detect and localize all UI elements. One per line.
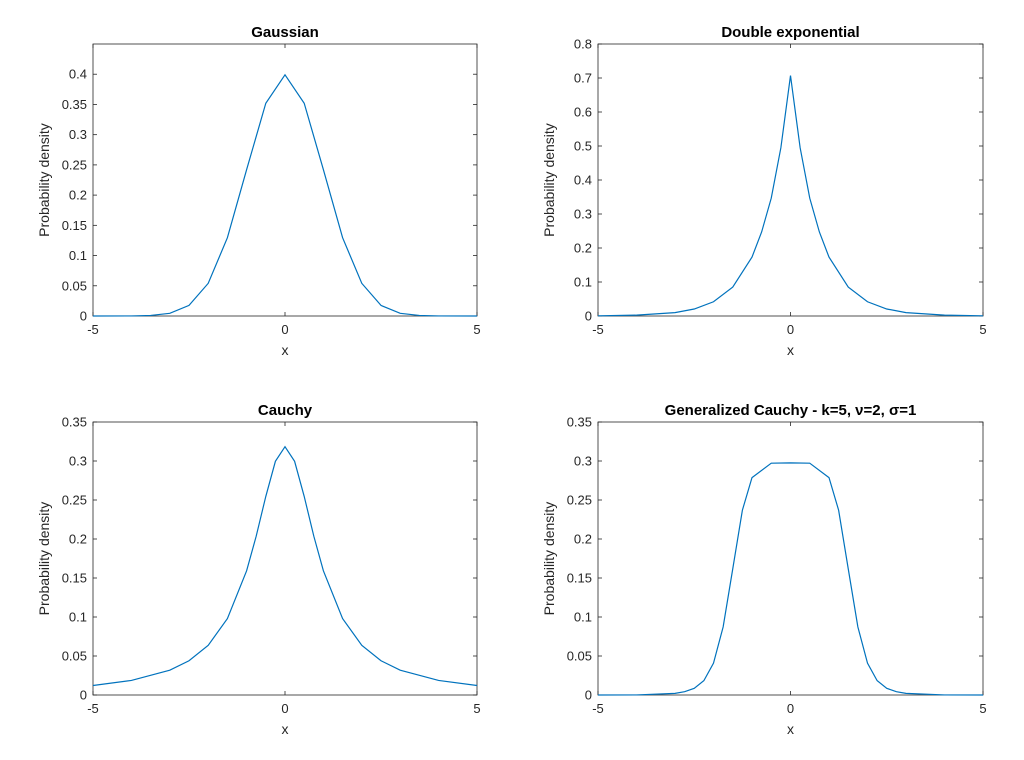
- subplot-4: 00.050.10.150.20.250.30.35-5 0 5Generalize…: [541, 402, 987, 737]
- x-tick-label: 5: [473, 701, 480, 716]
- y-tick-label: 0.3: [69, 454, 87, 469]
- axes-frame: [92, 43, 478, 317]
- x-axis-label: x: [282, 342, 289, 358]
- x-tick-label: -5: [87, 322, 99, 337]
- series-line: [92, 73, 478, 317]
- y-axis-label: Probability density: [36, 502, 52, 616]
- x-tick-label: -5: [592, 322, 604, 337]
- y-tick-label: 0.35: [62, 97, 87, 112]
- y-tick-label: 0.05: [62, 649, 87, 664]
- axes-frame: [92, 421, 478, 696]
- x-tick-label: 0: [787, 701, 794, 716]
- x-axis-label: x: [787, 342, 794, 358]
- y-tick-label: 0.3: [574, 207, 592, 222]
- y-tick-label: 0.7: [574, 71, 592, 86]
- chart-title: Generalized Cauchy - k=5, ν=2, σ=1: [665, 402, 917, 419]
- y-tick-label: 0.5: [574, 139, 592, 154]
- x-axis-label: x: [282, 721, 289, 737]
- x-axis-label: x: [787, 721, 794, 737]
- y-tick-label: 0.05: [62, 278, 87, 293]
- subplot-1: 00.050.10.150.20.250.30.350.4-5 0 5Gaussia…: [36, 24, 481, 358]
- y-tick-label: 0.15: [62, 571, 87, 586]
- chart-title: Cauchy: [258, 402, 313, 419]
- x-tick-label: -5: [87, 701, 99, 716]
- y-tick-label: 0: [585, 688, 592, 703]
- series-line: [597, 462, 984, 696]
- y-tick-label: 0.1: [574, 275, 592, 290]
- x-tick-label: 0: [281, 322, 288, 337]
- x-tick-label: 5: [979, 701, 986, 716]
- y-tick-label: 0: [80, 688, 87, 703]
- y-tick-label: 0.8: [574, 37, 592, 52]
- series-line: [597, 75, 984, 317]
- y-tick-label: 0.2: [69, 188, 87, 203]
- y-tick-label: 0.4: [574, 173, 592, 188]
- x-tick-label: -5: [592, 701, 604, 716]
- series-line: [92, 445, 478, 687]
- y-tick-label: 0.25: [62, 157, 87, 172]
- y-axis-label: Probability density: [541, 123, 557, 237]
- y-tick-label: 0.6: [574, 105, 592, 120]
- y-tick-label: 0.35: [62, 415, 87, 430]
- y-tick-label: 0.3: [574, 454, 592, 469]
- y-tick-label: 0: [80, 309, 87, 324]
- y-tick-label: 0: [585, 309, 592, 324]
- y-tick-label: 0.3: [69, 127, 87, 142]
- x-tick-label: 0: [787, 322, 794, 337]
- y-tick-label: 0.15: [567, 571, 592, 586]
- y-tick-label: 0.1: [574, 610, 592, 625]
- y-tick-label: 0.2: [574, 532, 592, 547]
- y-tick-label: 0.25: [62, 493, 87, 508]
- axes-frame: [597, 43, 984, 317]
- y-tick-label: 0.35: [567, 415, 592, 430]
- x-tick-label: 5: [979, 322, 986, 337]
- y-tick-label: 0.2: [69, 532, 87, 547]
- y-tick-label: 0.05: [567, 649, 592, 664]
- y-axis-label: Probability density: [541, 502, 557, 616]
- y-tick-label: 0.1: [69, 610, 87, 625]
- y-tick-label: 0.25: [567, 493, 592, 508]
- subplot-3: 00.050.10.150.20.250.30.35-5 0 5CauchyxPro…: [36, 402, 481, 737]
- y-tick-label: 0.4: [69, 67, 87, 82]
- y-tick-label: 0.2: [574, 241, 592, 256]
- y-tick-label: 0.1: [69, 248, 87, 263]
- x-tick-label: 0: [281, 701, 288, 716]
- y-tick-label: 0.15: [62, 218, 87, 233]
- y-axis-label: Probability density: [36, 123, 52, 237]
- x-tick-label: 5: [473, 322, 480, 337]
- chart-title: Gaussian: [251, 24, 319, 41]
- chart-title: Double exponential: [721, 24, 859, 41]
